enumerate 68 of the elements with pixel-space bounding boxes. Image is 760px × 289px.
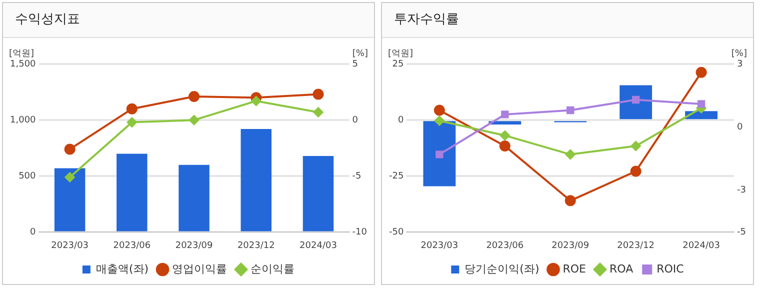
y-tick-label: 1,500 [10, 59, 36, 70]
x-tick-label: 2023/12 [617, 240, 655, 251]
y-tick-label: -50 [388, 228, 404, 238]
y-axis-title: [억원] [388, 48, 414, 59]
legend-label: 영업이익률 [172, 262, 228, 276]
y2-tick-label: 0 [352, 115, 358, 126]
legend-label: ROA [609, 262, 634, 276]
y-tick-label: 1,000 [10, 115, 36, 126]
legend-label: 순이익률 [250, 262, 295, 276]
y-tick-label: 0 [30, 228, 36, 238]
y2-tick-label: -3 [737, 185, 746, 196]
legend-label: ROIC [656, 262, 684, 276]
x-tick-label: 2023/06 [486, 240, 524, 251]
point [189, 115, 200, 126]
x-tick-label: 2024/03 [682, 240, 720, 251]
point [126, 103, 138, 114]
x-tick-label: 2023/09 [175, 240, 213, 251]
point [499, 140, 510, 152]
y2-tick-label: 3 [737, 59, 743, 70]
y2-tick-label: 0 [737, 122, 744, 132]
chart-title: 투자수익률 [382, 3, 753, 38]
y2-axis-title: [%] [731, 48, 747, 59]
point [251, 96, 262, 106]
bar [240, 129, 272, 232]
point [564, 195, 576, 206]
y2-tick-label: -5 [737, 228, 746, 238]
point [630, 166, 642, 177]
point [188, 91, 200, 102]
point [312, 88, 324, 100]
y2-tick-label: 5 [352, 59, 358, 70]
x-tick-label: 2023/03 [51, 240, 89, 251]
y2-tick-label: -10 [352, 228, 368, 238]
point [313, 107, 324, 118]
point [64, 144, 76, 155]
point [632, 96, 640, 104]
point [64, 172, 75, 182]
y2-tick-label: -5 [352, 171, 362, 182]
y-axis-title: [억원] [9, 48, 34, 59]
point [566, 106, 574, 114]
bar [116, 154, 148, 232]
y2-axis-title: [%] [352, 48, 368, 59]
y-tick-label: 0 [398, 115, 404, 126]
point [630, 141, 641, 151]
point [501, 110, 509, 118]
point [434, 104, 445, 116]
x-tick-label: 2024/03 [300, 240, 337, 251]
point [126, 117, 137, 128]
point [436, 150, 444, 158]
bar [178, 164, 210, 232]
bar [54, 168, 86, 232]
legend-label: ROE [562, 262, 586, 276]
point [434, 116, 444, 126]
x-tick-label: 2023/09 [552, 240, 590, 251]
y-tick-label: -25 [388, 171, 404, 182]
x-tick-label: 2023/12 [237, 240, 275, 251]
x-tick-label: 2023/06 [113, 240, 151, 251]
chart-title: 수익성지표 [3, 3, 374, 38]
x-tick-label: 2023/03 [420, 240, 458, 251]
point [696, 66, 707, 78]
point [500, 130, 510, 140]
y-tick-label: 500 [18, 171, 36, 182]
y-tick-label: 25 [392, 59, 404, 70]
legend-label: 당기순이익(좌) [464, 262, 540, 276]
point [565, 149, 576, 160]
point [697, 100, 706, 108]
bar [302, 156, 334, 232]
bar [423, 121, 456, 186]
legend-label: 매출액(좌) [96, 262, 149, 276]
